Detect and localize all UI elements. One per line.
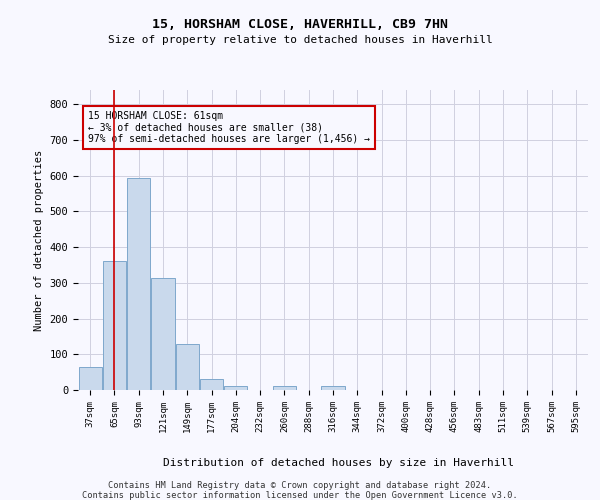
- Bar: [224, 386, 247, 390]
- Bar: [127, 178, 150, 390]
- Bar: [79, 367, 101, 390]
- Text: Contains public sector information licensed under the Open Government Licence v3: Contains public sector information licen…: [82, 491, 518, 500]
- Bar: [151, 278, 175, 390]
- Text: Distribution of detached houses by size in Haverhill: Distribution of detached houses by size …: [163, 458, 515, 468]
- Text: 15, HORSHAM CLOSE, HAVERHILL, CB9 7HN: 15, HORSHAM CLOSE, HAVERHILL, CB9 7HN: [152, 18, 448, 30]
- Bar: [200, 380, 223, 390]
- Bar: [273, 386, 296, 390]
- Text: Contains HM Land Registry data © Crown copyright and database right 2024.: Contains HM Land Registry data © Crown c…: [109, 481, 491, 490]
- Bar: [322, 386, 344, 390]
- Y-axis label: Number of detached properties: Number of detached properties: [34, 150, 44, 330]
- Text: Size of property relative to detached houses in Haverhill: Size of property relative to detached ho…: [107, 35, 493, 45]
- Text: 15 HORSHAM CLOSE: 61sqm
← 3% of detached houses are smaller (38)
97% of semi-det: 15 HORSHAM CLOSE: 61sqm ← 3% of detached…: [88, 111, 370, 144]
- Bar: [176, 344, 199, 390]
- Bar: [103, 262, 126, 390]
